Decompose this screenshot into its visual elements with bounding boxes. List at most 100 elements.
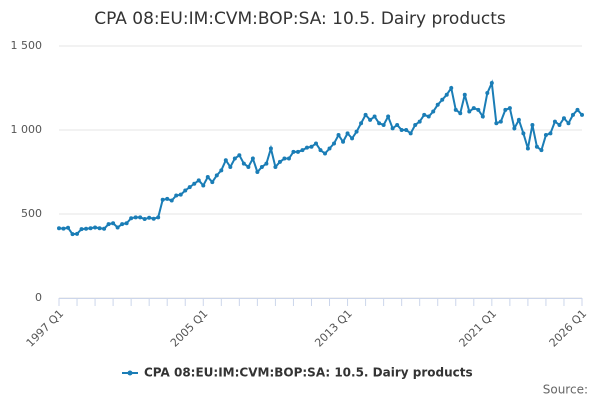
data-point [264, 161, 269, 166]
data-point [341, 139, 346, 144]
data-point [313, 141, 318, 146]
data-point [106, 222, 111, 227]
data-point [332, 141, 337, 146]
data-point [304, 145, 309, 150]
data-point [318, 148, 323, 153]
data-point [88, 226, 93, 231]
data-point [354, 129, 359, 134]
data-point [147, 215, 152, 220]
data-point [363, 112, 368, 117]
data-point [580, 112, 584, 117]
data-point [295, 149, 300, 154]
data-point [237, 153, 242, 158]
data-point [561, 116, 566, 121]
data-point [291, 149, 296, 154]
data-point [413, 122, 418, 127]
data-point [516, 117, 521, 122]
data-point [552, 119, 557, 124]
data-point [345, 131, 350, 136]
data-point [323, 151, 328, 156]
data-point [440, 97, 445, 102]
y-tick-label: 500 [21, 207, 42, 220]
data-point [129, 216, 134, 221]
data-point [259, 164, 264, 169]
data-point [390, 126, 395, 131]
data-point [93, 225, 98, 230]
data-point [557, 122, 562, 127]
data-point [57, 226, 61, 231]
data-point [102, 226, 107, 231]
data-point [160, 197, 165, 202]
x-tick-label: 2013 Q1 [312, 307, 355, 350]
data-point [489, 80, 494, 85]
data-point [277, 159, 282, 164]
data-point [124, 221, 129, 226]
data-point [566, 121, 571, 126]
data-point [431, 109, 436, 114]
data-point [548, 131, 553, 136]
data-point [476, 107, 481, 112]
data-point [84, 226, 89, 231]
data-point [327, 146, 332, 151]
data-point [214, 173, 219, 178]
data-point [66, 225, 71, 230]
data-point [350, 136, 355, 141]
y-tick-label: 1 500 [11, 39, 43, 52]
data-point [543, 133, 548, 138]
data-point [138, 215, 143, 220]
data-point [246, 164, 251, 169]
data-point [192, 181, 197, 186]
data-point [534, 144, 539, 149]
data-point [417, 119, 422, 124]
data-point [399, 128, 404, 132]
data-point [268, 146, 273, 151]
data-point [575, 107, 580, 112]
data-point [467, 109, 472, 114]
y-tick-label: 1 000 [11, 123, 43, 136]
data-point [97, 226, 102, 231]
data-point [525, 146, 530, 151]
data-point [210, 180, 215, 185]
data-point [512, 126, 517, 131]
data-point [336, 133, 341, 138]
data-point [156, 215, 161, 220]
data-point [426, 114, 431, 119]
data-point [530, 122, 535, 127]
data-point [115, 225, 120, 230]
data-point [241, 161, 246, 166]
data-point [494, 121, 499, 126]
data-point [359, 121, 364, 126]
data-point [223, 158, 228, 163]
data-point [142, 217, 147, 222]
data-point [228, 164, 233, 169]
x-tick-label: 2005 Q1 [168, 307, 211, 350]
data-point [286, 156, 291, 161]
data-point [381, 122, 386, 127]
data-point [386, 114, 391, 119]
data-point [250, 156, 255, 161]
data-point [458, 111, 463, 116]
data-point [570, 112, 575, 117]
data-point [79, 227, 84, 232]
y-tick-label: 0 [35, 291, 42, 304]
data-point [196, 178, 201, 183]
data-point [183, 188, 188, 193]
chart-title: CPA 08:EU:IM:CVM:BOP:SA: 10.5. Dairy pro… [94, 9, 506, 29]
data-point [120, 222, 125, 227]
x-tick-label: 2021 Q1 [457, 307, 500, 350]
data-point [165, 196, 170, 201]
data-point [480, 114, 485, 119]
data-point [521, 131, 526, 136]
data-point [205, 175, 210, 180]
data-point [255, 170, 260, 174]
data-point [174, 193, 179, 198]
data-point [282, 156, 287, 161]
x-tick-label: 2026 Q1 [547, 307, 590, 350]
data-point [462, 92, 467, 97]
data-point [471, 106, 476, 111]
data-point [372, 114, 377, 119]
data-point [449, 86, 454, 90]
data-point [507, 106, 512, 111]
data-point [151, 216, 156, 221]
data-point [75, 231, 80, 236]
